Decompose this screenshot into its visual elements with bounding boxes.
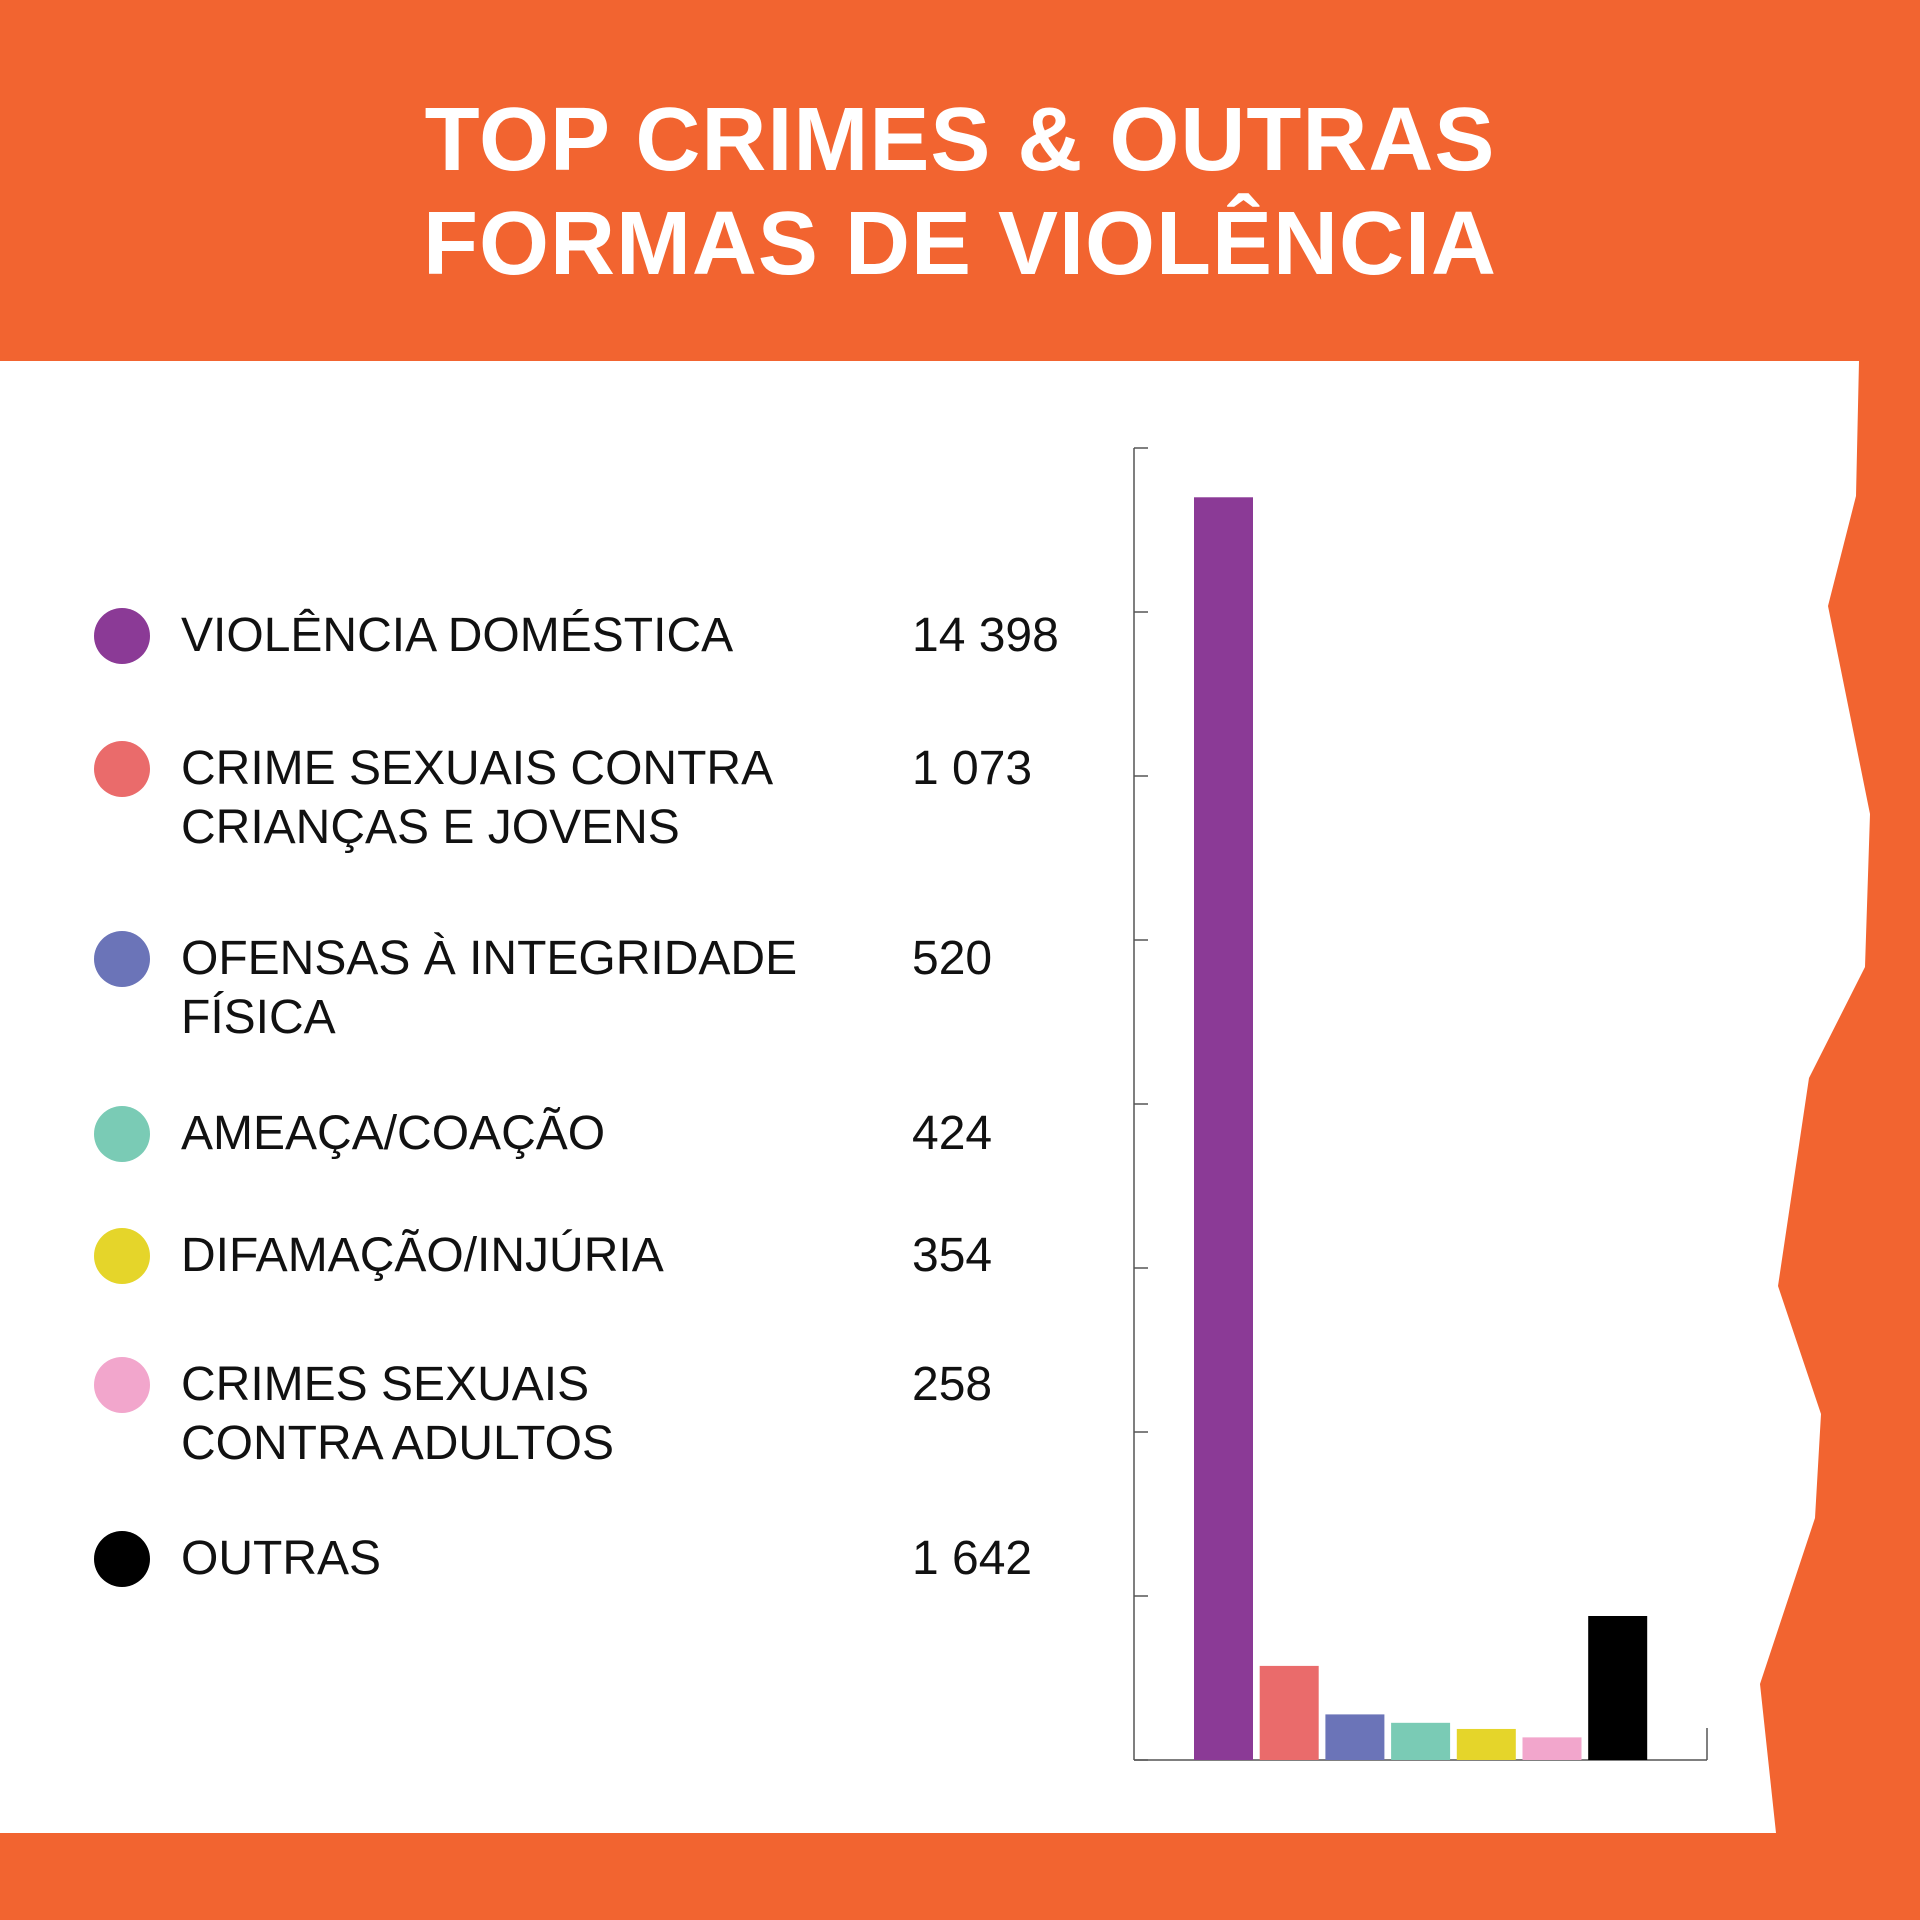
- legend-label-line-2: CONTRA ADULTOS: [181, 1417, 614, 1470]
- legend-color-dot: [94, 1228, 150, 1284]
- legend-label-line-1: CRIME SEXUAIS CONTRA: [181, 742, 774, 795]
- legend-label-line-1: OFENSAS À INTEGRIDADE: [181, 932, 798, 985]
- bar: [1325, 1714, 1385, 1760]
- bar: [1588, 1615, 1648, 1760]
- legend-label-line-1: DIFAMAÇÃO/INJÚRIA: [181, 1229, 664, 1282]
- legend-value: 1 073: [912, 742, 1033, 795]
- bar: [1522, 1737, 1582, 1760]
- legend-label-line-1: CRIMES SEXUAIS: [181, 1358, 590, 1411]
- legend-label: OFENSAS À INTEGRIDADE FÍSICA: [181, 929, 797, 1047]
- legend-color-dot: [94, 1357, 150, 1413]
- legend-label: AMEAÇA/COAÇÃO: [181, 1104, 605, 1163]
- bar: [1259, 1665, 1319, 1760]
- legend-value: 520: [912, 932, 993, 985]
- page-title: TOP CRIMES & OUTRAS FORMAS DE VIOLÊNCIA: [0, 88, 1920, 296]
- bar: [1391, 1722, 1451, 1760]
- legend-color-dot: [94, 1106, 150, 1162]
- legend-label: OUTRAS: [181, 1529, 381, 1588]
- legend-color-dot: [94, 931, 150, 987]
- legend-label: DIFAMAÇÃO/INJÚRIA: [181, 1226, 664, 1285]
- legend-value: 14 398: [912, 609, 1059, 662]
- bar: [1456, 1728, 1516, 1760]
- legend-value: 424: [912, 1107, 993, 1160]
- legend-label: CRIME SEXUAIS CONTRA CRIANÇAS E JOVENS: [181, 739, 773, 857]
- bar: [1194, 497, 1253, 1760]
- legend-label: VIOLÊNCIA DOMÉSTICA: [181, 606, 733, 665]
- title-line-1: TOP CRIMES & OUTRAS: [424, 90, 1496, 190]
- legend-label-line-2: FÍSICA: [181, 991, 336, 1044]
- legend-color-dot: [94, 741, 150, 797]
- legend-color-dot: [94, 1531, 150, 1587]
- legend-value: 1 642: [912, 1532, 1033, 1585]
- legend-label-line-1: AMEAÇA/COAÇÃO: [181, 1107, 606, 1160]
- legend-color-dot: [94, 608, 150, 664]
- legend-label: CRIMES SEXUAIS CONTRA ADULTOS: [181, 1355, 614, 1473]
- title-line-2: FORMAS DE VIOLÊNCIA: [422, 194, 1498, 294]
- legend-label-line-1: VIOLÊNCIA DOMÉSTICA: [181, 609, 734, 662]
- legend-label-line-1: OUTRAS: [181, 1532, 382, 1585]
- legend-label-line-2: CRIANÇAS E JOVENS: [181, 801, 680, 854]
- legend-value: 354: [912, 1229, 993, 1282]
- legend-value: 258: [912, 1358, 993, 1411]
